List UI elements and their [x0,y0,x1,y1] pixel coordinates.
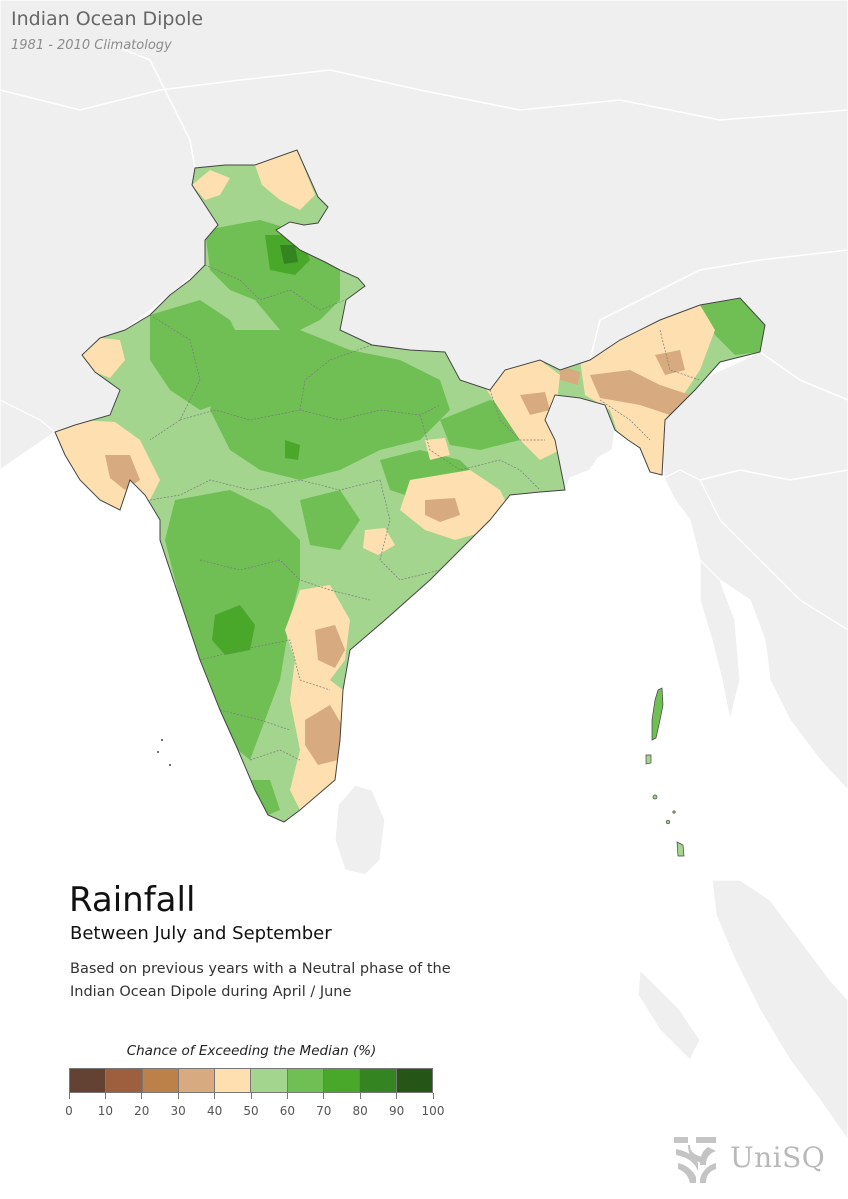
map-title: Rainfall [69,880,196,920]
legend-tick [177,1093,179,1099]
map-subtitle: Between July and September [70,923,332,944]
unisq-logo: UniSQ [672,1133,826,1185]
india-outline [54,149,766,823]
legend-swatch [287,1069,325,1092]
legend-swatch [251,1069,288,1092]
legend-tick [214,1093,216,1099]
legend-swatch [178,1069,216,1092]
map-description: Based on previous years with a Neutral p… [70,961,451,1000]
legend-swatch [324,1069,361,1092]
legend-tick-label: 0 [65,1104,73,1118]
legend-tick-label: 70 [316,1104,332,1118]
legend-tick [323,1093,325,1099]
legend-tick-label: 60 [279,1104,296,1118]
unisq-logo-icon [674,1137,716,1183]
legend-tick [359,1093,361,1099]
country-borders [0,39,848,481]
legend-swatch [106,1069,143,1092]
legend-swatch [142,1069,179,1092]
header-title: Indian Ocean Dipole [11,8,204,30]
andaman-nicobar-islands [645,687,685,857]
legend-swatch [360,1069,397,1092]
header-subtitle: 1981 - 2010 Climatology [11,38,172,53]
legend-tick [286,1093,288,1099]
legend-tick [68,1093,70,1099]
legend-tick [104,1093,106,1099]
legend-swatch [70,1069,107,1092]
legend-tick-label: 10 [97,1104,114,1118]
legend-tick-label: 50 [243,1104,259,1118]
legend-tick [141,1093,143,1099]
surrounding-land [0,0,848,1142]
legend-tick [396,1093,398,1099]
legend-color-bar [69,1068,433,1093]
legend-tick-label: 80 [352,1104,368,1118]
lakshadweep-islands [157,739,171,766]
legend-tick-label: 30 [170,1104,186,1118]
legend-tick-label: 20 [134,1104,150,1118]
legend-tick [250,1093,252,1099]
legend-swatch [215,1069,252,1092]
legend-tick-label: 40 [206,1104,223,1118]
legend-swatch [396,1069,432,1092]
legend-tick-label: 90 [388,1104,405,1118]
legend-tick-label: 100 [421,1104,445,1118]
legend-title: Chance of Exceeding the Median (%) [126,1043,377,1059]
logo-text: UniSQ [730,1141,826,1174]
legend-tick [432,1093,434,1099]
